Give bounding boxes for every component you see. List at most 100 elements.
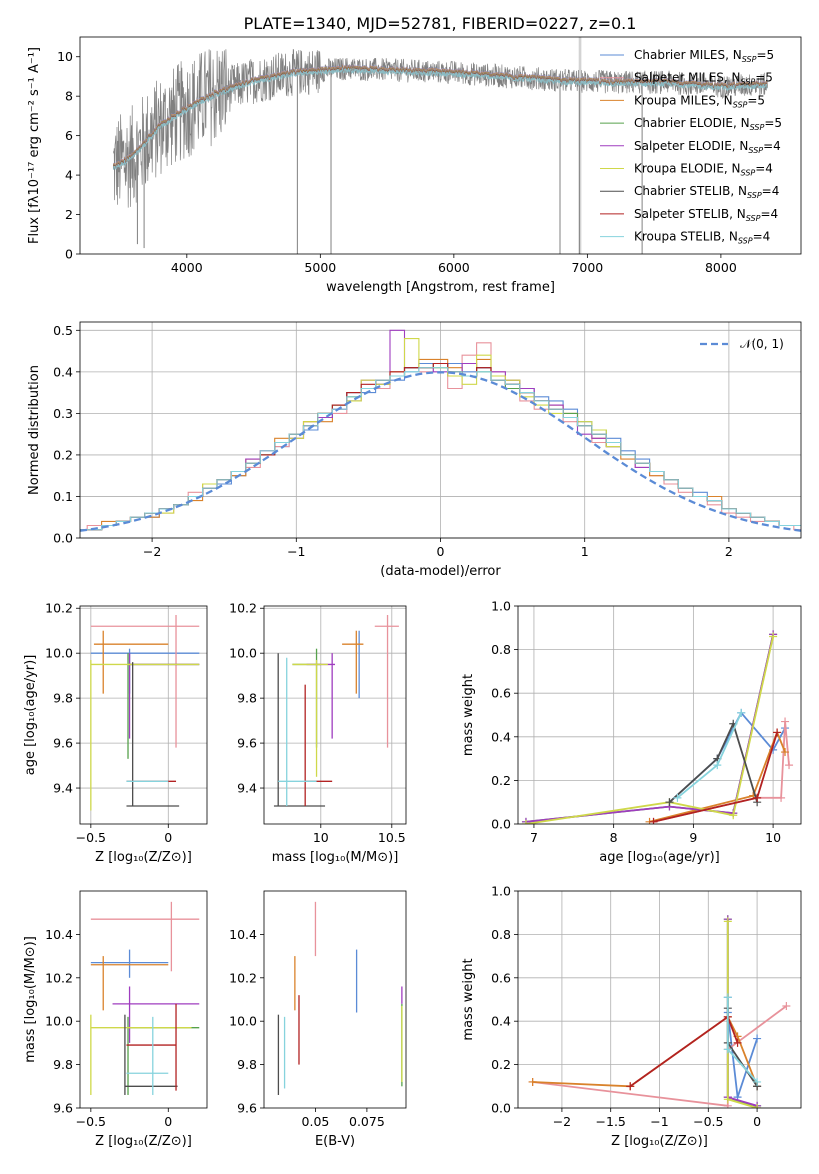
weight-marker	[737, 708, 746, 717]
weight-line	[525, 634, 774, 823]
legend-label: Salpeter MILES, NSSP=5	[634, 71, 773, 87]
plot-area	[528, 915, 791, 1108]
plot-area	[273, 614, 399, 807]
x-tick-label: 0	[164, 1114, 172, 1129]
x-tick-label: 9	[689, 830, 697, 845]
panel-weight_vs_age: 7 8 9 10 0.0 0.2 0.4 0.6 0.8 1.0 age [log₁₀(age/yr…	[461, 599, 802, 865]
axes-frame	[79, 321, 802, 539]
y-tick-label: 9.8	[237, 691, 257, 706]
y-tick-label: 0.1	[53, 489, 73, 504]
weight-marker	[521, 820, 530, 824]
y-tick-label: 10.0	[45, 646, 73, 661]
x-tick-label: −0.5	[76, 1114, 106, 1129]
legend-label: Salpeter STELIB, NSSP=4	[634, 207, 778, 223]
weight-marker	[713, 761, 722, 770]
panel-weight_vs_Z: −2 −1.5 −1 −0.5 0 0.0 0.2 0.4 0.6 0.8 1.0 Z [log₁₀(…	[461, 884, 802, 1149]
y-tick-label: 9.6	[237, 736, 257, 751]
x-tick-label: 10	[765, 830, 781, 845]
weight-marker	[753, 793, 762, 802]
legend-label: 𝒩(0, 1)	[740, 337, 784, 351]
weight-marker	[733, 1038, 742, 1047]
weight-line	[525, 634, 774, 823]
y-tick-label: 1.0	[491, 599, 511, 614]
y-tick-label: 10.0	[45, 1014, 73, 1029]
x-tick-label: −1	[287, 544, 305, 559]
x-tick-label: 8	[610, 830, 618, 845]
y-tick-label: 0.0	[491, 1101, 511, 1116]
panel-spectrum: 4000 5000 6000 7000 8000 0 2 4 6 8 10 wavelength [A…	[27, 36, 802, 295]
x-tick-label: −0.5	[693, 1114, 723, 1129]
axes-frame	[263, 605, 407, 825]
y-tick-label: 0.2	[491, 1057, 511, 1072]
model-line	[112, 66, 768, 170]
x-axis-label: Z [log₁₀(Z/Z⊙)]	[95, 1134, 192, 1149]
x-tick-label: 5000	[304, 260, 336, 275]
x-axis-label: mass [log₁₀(M/M⊙)]	[272, 850, 399, 865]
spectrum-data-line	[113, 48, 768, 208]
y-axis-label: mass [log₁₀(M/M⊙)]	[23, 936, 38, 1063]
x-tick-label: 7000	[571, 260, 603, 275]
weight-marker	[753, 1034, 762, 1043]
y-tick-label: 0.0	[491, 817, 511, 832]
y-tick-label: 0.4	[491, 729, 511, 744]
weight-marker	[753, 1077, 762, 1086]
x-tick-label: 10.5	[378, 830, 406, 845]
panel-residuals: −2 −1 0 1 2 0.0 0.1 0.2 0.3 0.4 0.5 (data-model)/er…	[27, 321, 802, 579]
y-tick-label: 0.6	[491, 970, 511, 985]
y-tick-label: 1.0	[491, 884, 511, 899]
weight-marker	[781, 748, 790, 757]
y-tick-label: 0.0	[53, 531, 73, 546]
y-tick-label: 0.4	[491, 1014, 511, 1029]
y-tick-label: 9.6	[53, 1101, 73, 1116]
x-tick-label: 2	[725, 544, 733, 559]
y-tick-label: 0.2	[53, 447, 73, 462]
figure-title: PLATE=1340, MJD=52781, FIBERID=0227, z=0…	[244, 14, 637, 33]
y-tick-label: 9.6	[237, 1101, 257, 1116]
y-axis-label: mass weight	[461, 674, 476, 756]
y-tick-label: 0.8	[491, 927, 511, 942]
legend: Chabrier MILES, NSSP=5 Salpeter MILES, NS…	[600, 48, 782, 246]
y-axis-label: Flux [fλ10⁻¹⁷ erg cm⁻² s⁻¹ A⁻¹]	[27, 47, 42, 244]
legend-label: Chabrier STELIB, NSSP=4	[634, 184, 779, 200]
x-axis-label: Z [log₁₀(Z/Z⊙)]	[95, 850, 192, 865]
x-tick-label: −2	[143, 544, 161, 559]
weight-marker	[782, 1002, 791, 1011]
legend-label: Kroupa ELODIE, NSSP=4	[634, 162, 773, 178]
plot-area	[90, 901, 200, 1095]
weight-marker	[723, 1095, 732, 1104]
legend-label: Salpeter ELODIE, NSSP=4	[634, 139, 781, 155]
weight-marker	[753, 1104, 762, 1108]
panel-age_vs_Z: −0.5 0 9.4 9.6 9.8 10.0 10.2 Z [log₁₀(Z/Z⊙)] age…	[23, 601, 208, 865]
x-tick-label: −1.5	[596, 1114, 626, 1129]
histogram-kroupa-stelib	[80, 367, 801, 531]
x-tick-label: 6000	[438, 260, 470, 275]
weight-marker	[626, 1082, 635, 1091]
y-tick-label: 0.3	[53, 406, 73, 421]
plot-area	[90, 614, 200, 811]
axes-frame	[79, 605, 208, 825]
y-tick-label: 8	[65, 89, 73, 104]
y-tick-label: 10.4	[229, 927, 257, 942]
y-tick-label: 10.0	[229, 646, 257, 661]
x-tick-label: 1	[581, 544, 589, 559]
y-tick-label: 10.0	[229, 1014, 257, 1029]
x-axis-label: wavelength [Angstrom, rest frame]	[326, 280, 555, 295]
legend-label: Kroupa STELIB, NSSP=4	[634, 230, 770, 246]
y-tick-label: 9.4	[237, 781, 257, 796]
weight-marker	[773, 728, 782, 737]
y-tick-label: 6	[65, 128, 73, 143]
plot-area	[277, 901, 403, 1095]
x-axis-label: (data-model)/error	[380, 564, 501, 579]
weight-marker	[723, 1045, 732, 1054]
x-tick-label: 0	[164, 830, 172, 845]
weight-marker	[528, 1077, 537, 1086]
x-axis-label: E(B-V)	[315, 1134, 355, 1149]
x-tick-label: 8000	[705, 260, 737, 275]
weight-line	[653, 732, 778, 823]
y-tick-label: 0.2	[491, 773, 511, 788]
weight-marker	[729, 811, 738, 820]
axes-frame	[79, 36, 802, 255]
plot-area	[112, 37, 768, 254]
y-tick-label: 9.8	[53, 1057, 73, 1072]
